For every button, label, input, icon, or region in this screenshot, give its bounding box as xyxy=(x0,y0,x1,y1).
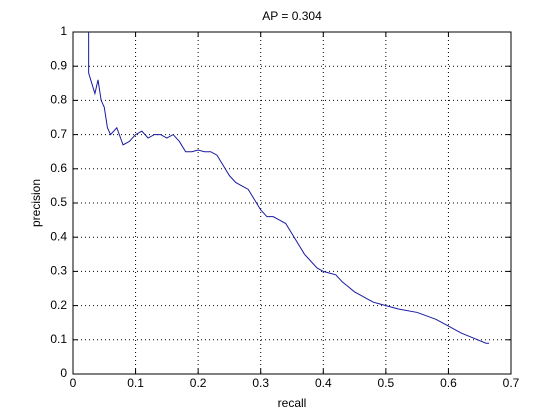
y-tick-label: 0.4 xyxy=(50,229,67,243)
x-tick-label: 0.1 xyxy=(127,376,144,390)
y-tick-label: 0.2 xyxy=(50,298,67,312)
x-axis-label: recall xyxy=(278,396,307,410)
y-tick-label: 0.9 xyxy=(50,58,67,72)
y-axis-label: precision xyxy=(29,179,43,227)
y-tick-label: 0.6 xyxy=(50,161,67,175)
x-tick-label: 0.4 xyxy=(315,376,332,390)
y-tick-label: 0 xyxy=(60,366,67,380)
chart-title: AP = 0.304 xyxy=(262,9,322,23)
precision-recall-line xyxy=(88,32,490,344)
x-tick-label: 0.5 xyxy=(378,376,395,390)
x-tick-label: 0.2 xyxy=(190,376,207,390)
x-tick-label: 0.3 xyxy=(252,376,269,390)
y-tick-label: 0.8 xyxy=(50,93,67,107)
y-tick-label: 0.3 xyxy=(50,264,67,278)
y-tick-label: 0.5 xyxy=(50,195,67,209)
y-tick-label: 0.7 xyxy=(50,127,67,141)
y-tick-label: 0.1 xyxy=(50,332,67,346)
y-tick-label: 1 xyxy=(60,24,67,38)
x-tick-label: 0 xyxy=(70,376,77,390)
x-tick-label: 0.6 xyxy=(440,376,457,390)
x-tick-label: 0.7 xyxy=(503,376,520,390)
